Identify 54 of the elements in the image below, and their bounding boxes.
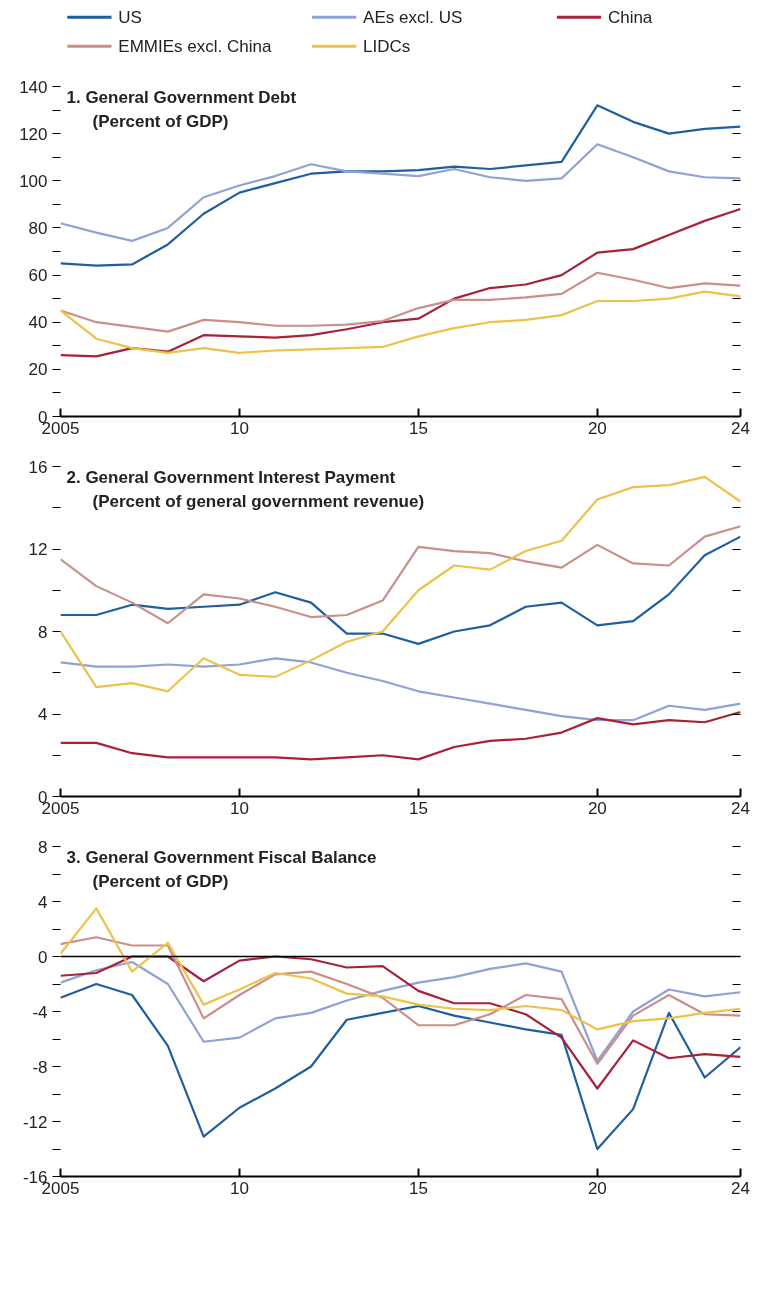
line-series bbox=[60, 207, 741, 358]
line-series bbox=[60, 657, 741, 722]
line-series bbox=[60, 290, 741, 354]
legend-label: China bbox=[607, 7, 653, 27]
y-tick-label: 8 bbox=[38, 622, 48, 642]
legend-label: US bbox=[118, 7, 142, 27]
y-tick-label: 100 bbox=[19, 171, 48, 191]
y-tick-label: 80 bbox=[28, 218, 48, 238]
text: (Percent of general government revenue) bbox=[92, 491, 425, 511]
line-series bbox=[60, 525, 741, 625]
text: (Percent of GDP) bbox=[92, 111, 229, 131]
line-series bbox=[60, 907, 741, 1031]
line-series bbox=[60, 535, 741, 645]
x-tick-label: 10 bbox=[229, 1178, 249, 1198]
x-tick-label: 15 bbox=[408, 1178, 428, 1198]
y-tick-label: 4 bbox=[38, 705, 48, 724]
y-tick-label: 16 bbox=[28, 457, 48, 477]
chart-title: 2. General Government Interest Payment bbox=[66, 467, 396, 487]
y-tick-label: 4 bbox=[38, 892, 48, 912]
line-series bbox=[60, 271, 741, 333]
y-tick-label: 8 bbox=[38, 837, 48, 857]
x-tick-label: 10 bbox=[229, 798, 249, 818]
x-tick-label: 20 bbox=[587, 1178, 607, 1198]
line-series bbox=[60, 143, 741, 242]
y-tick-label: -12 bbox=[22, 1112, 48, 1132]
x-tick-label: 20 bbox=[587, 798, 607, 818]
x-tick-label: 24 bbox=[731, 798, 750, 818]
y-tick-label: 20 bbox=[28, 360, 48, 380]
x-tick-label: 15 bbox=[408, 798, 428, 818]
y-tick-label: 12 bbox=[28, 540, 48, 559]
x-tick-label: 24 bbox=[731, 1178, 750, 1198]
x-tick-label: 15 bbox=[408, 418, 428, 438]
y-tick-label: 120 bbox=[19, 124, 48, 144]
legend-label: AEs excl. US bbox=[363, 7, 463, 27]
line-series bbox=[60, 936, 741, 1065]
y-tick-label: -8 bbox=[32, 1057, 48, 1077]
line-series bbox=[60, 104, 741, 267]
line-series bbox=[60, 960, 741, 1063]
line-series bbox=[60, 710, 741, 761]
legend-label: EMMIEs excl. China bbox=[118, 36, 272, 56]
y-tick-label: 60 bbox=[28, 266, 48, 286]
chart-title: 3. General Government Fiscal Balance bbox=[66, 847, 377, 867]
y-tick-label: 140 bbox=[19, 77, 48, 97]
x-tick-label: 20 bbox=[587, 418, 607, 438]
y-tick-label: 0 bbox=[38, 947, 48, 967]
chart-title: 1. General Government Debt bbox=[66, 87, 297, 107]
text: (Percent of GDP) bbox=[92, 871, 229, 891]
line-series bbox=[60, 982, 741, 1151]
y-tick-label: 40 bbox=[28, 313, 48, 333]
x-tick-label: 24 bbox=[731, 418, 750, 438]
y-tick-label: -4 bbox=[32, 1002, 48, 1022]
line-series bbox=[60, 955, 741, 1090]
legend-label: LIDCs bbox=[363, 36, 411, 56]
x-tick-label: 10 bbox=[229, 418, 249, 438]
